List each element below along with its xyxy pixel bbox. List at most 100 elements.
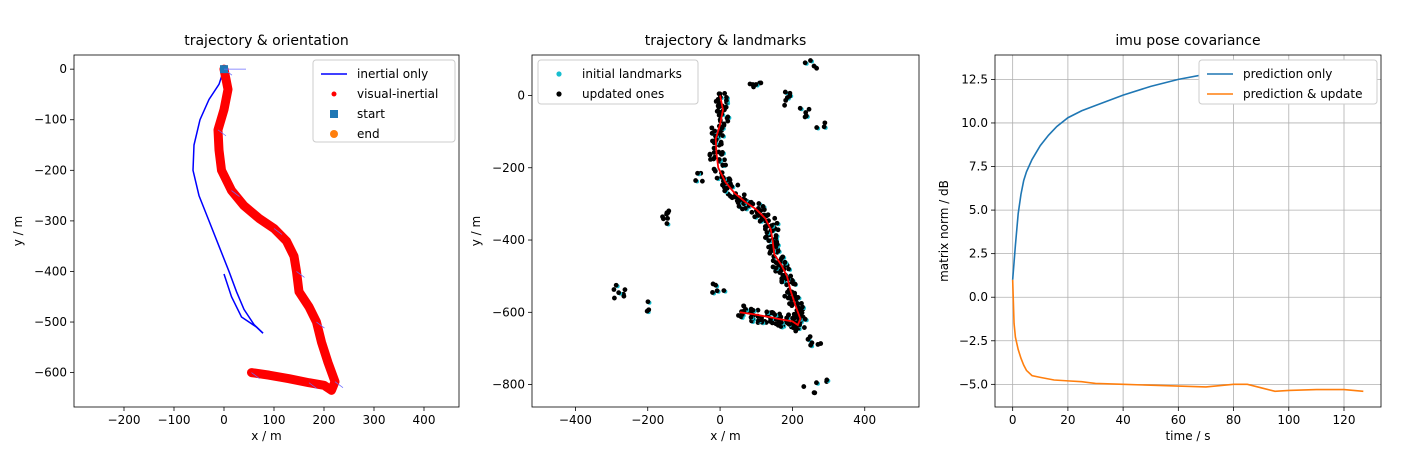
plot-area: [192, 64, 344, 395]
axes-frame: [73, 54, 460, 408]
updated-landmark: [646, 307, 652, 313]
updated-landmark: [741, 303, 747, 309]
updated-landmark: [797, 105, 803, 111]
updated-landmark: [802, 316, 808, 322]
updated-landmark: [665, 215, 670, 221]
x-tick-label: 200: [313, 413, 336, 427]
updated-landmark: [710, 290, 715, 295]
orientation-whisker: [251, 372, 260, 379]
updated-landmark: [719, 151, 725, 157]
legend-label: prediction & update: [1243, 87, 1362, 101]
updated-landmark: [814, 65, 820, 71]
updated-landmark: [821, 124, 827, 130]
updated-landmark: [741, 192, 747, 198]
orientation-whisker: [231, 190, 240, 197]
updated-landmark: [714, 175, 720, 181]
x-tick-label: 20: [1060, 413, 1075, 427]
legend-label: start: [357, 107, 385, 121]
updated-landmark: [727, 177, 733, 183]
updated-landmark: [723, 98, 729, 103]
x-tick-label: 0: [1009, 413, 1017, 427]
updated-landmark: [787, 93, 793, 99]
updated-landmark: [711, 150, 717, 155]
trajectory-orientation-panel: −200 −100 0 100 200 300 400 0 −100 −200 −300 −400 −5…: [11, 33, 460, 443]
plot-area: [1011, 71, 1364, 393]
updated-landmark: [709, 125, 715, 131]
updated-landmark: [710, 281, 716, 287]
updated-landmark: [724, 115, 730, 121]
updated-landmark: [779, 279, 785, 285]
updated-landmark: [708, 157, 713, 162]
legend-label: prediction only: [1243, 67, 1332, 81]
x-tick-label: 120: [1333, 413, 1356, 427]
updated-landmark: [774, 220, 780, 226]
updated-landmark: [621, 293, 627, 299]
legend-swatch-circle: [330, 130, 338, 138]
orientation-whisker: [316, 321, 325, 329]
y-tick-label: −400: [34, 264, 67, 278]
updated-landmark: [798, 307, 804, 312]
updated-landmark: [775, 248, 781, 254]
plot-area: [611, 58, 831, 396]
updated-landmark: [766, 244, 772, 250]
updated-landmark: [782, 293, 788, 299]
y-tick-label: 0: [517, 88, 525, 102]
updated-landmark: [792, 281, 798, 287]
updated-landmark: [778, 314, 784, 320]
x-tick-label: −100: [158, 413, 191, 427]
x-tick-label: 100: [1277, 413, 1300, 427]
updated-landmark: [616, 290, 622, 296]
updated-landmark: [764, 230, 770, 235]
legend: prediction only prediction & update: [1198, 59, 1378, 105]
orientation-whisker: [217, 129, 227, 137]
updated-landmark: [752, 214, 758, 220]
x-axis-label: time / s: [1165, 429, 1210, 443]
updated-landmark: [721, 121, 727, 127]
updated-landmark: [750, 201, 756, 207]
updated-landmark: [720, 182, 725, 188]
updated-landmark: [814, 125, 820, 130]
legend-label: end: [357, 127, 380, 141]
updated-landmark: [801, 384, 807, 389]
x-tick-label: 0: [716, 413, 724, 427]
legend-swatch-dot: [331, 91, 337, 97]
updated-landmark: [721, 288, 727, 293]
orientation-whisker: [308, 382, 318, 390]
updated-landmark: [750, 82, 756, 87]
updated-landmark: [712, 128, 717, 134]
updated-landmark: [764, 309, 770, 315]
updated-landmark: [699, 178, 705, 184]
series-inertial-only: [192, 68, 264, 334]
x-axis-label: x / m: [251, 429, 281, 443]
updated-landmark: [695, 170, 700, 176]
updated-landmark: [664, 221, 670, 226]
updated-landmark: [782, 102, 788, 108]
chart-title: trajectory & landmarks: [645, 33, 807, 49]
legend-swatch-dot: [556, 71, 562, 77]
orientation-whisker: [296, 271, 305, 278]
legend-swatch-dot: [556, 91, 562, 97]
updated-landmark: [780, 272, 786, 278]
x-tick-label: 100: [263, 413, 286, 427]
updated-landmark: [722, 90, 728, 96]
updated-landmark: [723, 104, 729, 110]
updated-landmark: [803, 113, 809, 119]
updated-landmark: [786, 266, 791, 272]
updated-landmark: [779, 255, 784, 261]
updated-landmark: [801, 325, 807, 330]
updated-landmark: [764, 234, 769, 240]
updated-landmark: [714, 288, 720, 294]
x-tick-label: 400: [413, 413, 436, 427]
updated-landmark: [718, 141, 724, 147]
updated-landmark: [665, 210, 671, 216]
y-tick-label: −300: [34, 214, 67, 228]
updated-landmark: [814, 380, 819, 386]
updated-landmark: [693, 178, 699, 183]
legend-label: visual-inertial: [357, 87, 438, 101]
y-axis-label: matrix norm / dB: [937, 180, 951, 282]
updated-landmark: [807, 334, 813, 340]
chart-title: imu pose covariance: [1115, 33, 1260, 49]
y-tick-label: −500: [34, 315, 67, 329]
updated-landmark: [824, 377, 830, 383]
